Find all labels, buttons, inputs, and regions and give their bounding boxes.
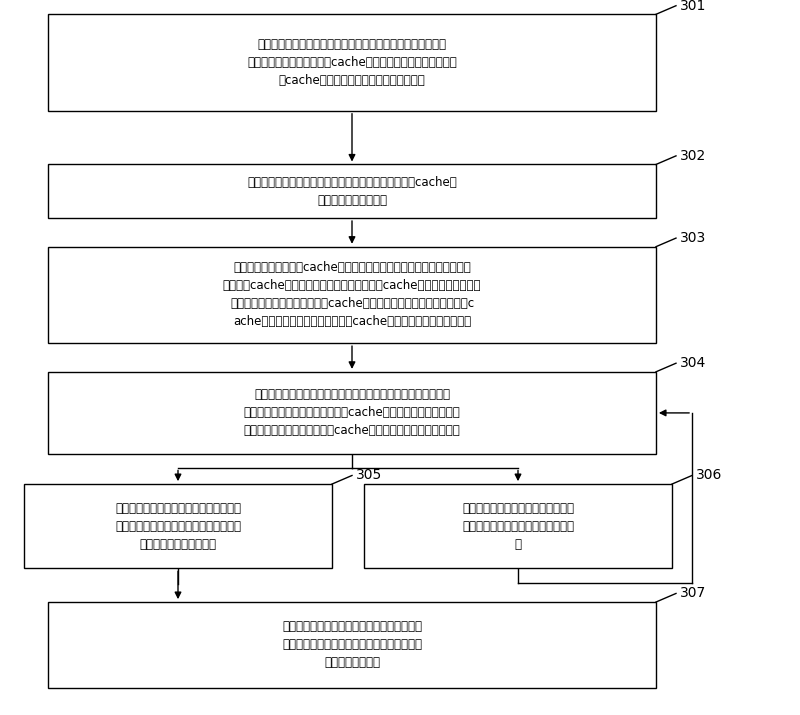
Text: 第一处理器核的线程切换完成后，将当前运行
的线程的类型标识保存到第一处理器核的当前
运行线程描述符中: 第一处理器核的线程切换完成后，将当前运行 的线程的类型标识保存到第一处理器核的当…	[282, 621, 422, 669]
Text: 302: 302	[680, 149, 706, 163]
FancyBboxPatch shape	[364, 484, 672, 568]
Text: 扫描第一处理器核对应的处于就绪状态的待运行线程的集合，计
算当前扫描的线程在上个时间片的cache访问率与第二处理器核当
前运行的线程在上个时间片的cache访: 扫描第一处理器核对应的处于就绪状态的待运行线程的集合，计 算当前扫描的线程在上个…	[244, 388, 460, 438]
Text: 304: 304	[680, 356, 706, 370]
Text: 获取与第一处理器核具有对应关系的第二处理器核总的cache访
问率及累加次数计数值: 获取与第一处理器核具有对应关系的第二处理器核总的cache访 问率及累加次数计数…	[247, 176, 457, 207]
Text: 当第一参数值与第二参数值之间的差値大
于或等于预置的数值，则将当前运行的线
程切换成当前扫描的线程: 当第一参数值与第二参数值之间的差値大 于或等于预置的数值，则将当前运行的线 程切…	[115, 502, 241, 551]
Text: 301: 301	[680, 0, 706, 13]
Text: 305: 305	[356, 468, 382, 483]
Text: 根据第一处理器核总的cache访问率及累加次数计数值，计算第一处理器
核的平均cache访问率，根据第二处理器核总的cache访问率及累加次数计
数值，计算第二: 根据第一处理器核总的cache访问率及累加次数计数值，计算第一处理器 核的平均c…	[222, 262, 482, 328]
FancyBboxPatch shape	[48, 14, 656, 111]
Text: 303: 303	[680, 231, 706, 245]
FancyBboxPatch shape	[48, 164, 656, 218]
FancyBboxPatch shape	[24, 484, 332, 568]
Text: 当第一处理器核发生线程上下文切换时，将第一处理器核当前
运行的线程在当前时间片的cache访问率累加到第一处理器核总
的cache访问率中，将累加次数计数值加一: 当第一处理器核发生线程上下文切换时，将第一处理器核当前 运行的线程在当前时间片的…	[247, 38, 457, 87]
Text: 307: 307	[680, 586, 706, 601]
Text: 306: 306	[696, 468, 722, 483]
Text: 当第一参数值与第二参数值之间的差
値小于预置的数值，则扫描下一条线
程: 当第一参数值与第二参数值之间的差 値小于预置的数值，则扫描下一条线 程	[462, 502, 574, 551]
FancyBboxPatch shape	[48, 247, 656, 343]
FancyBboxPatch shape	[48, 602, 656, 688]
FancyBboxPatch shape	[48, 372, 656, 454]
